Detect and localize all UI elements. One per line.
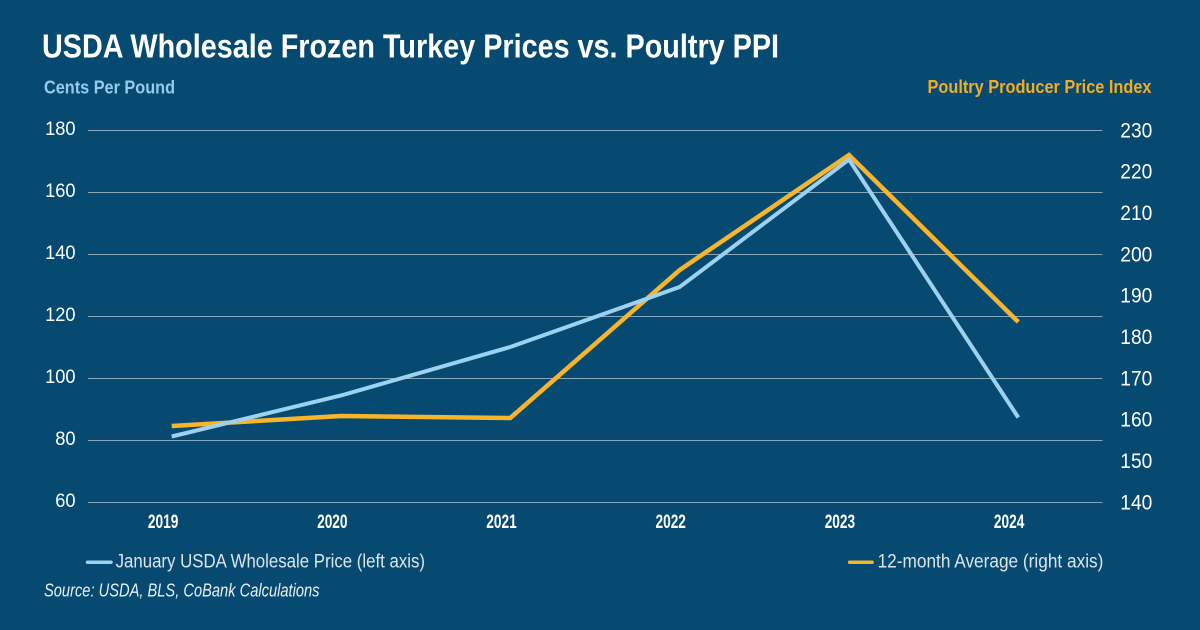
- svg-text:12-month Average (right axis): 12-month Average (right axis): [878, 551, 1104, 573]
- svg-text:USDA Wholesale Frozen Turkey P: USDA Wholesale Frozen Turkey Prices vs. …: [42, 28, 779, 66]
- svg-text:140: 140: [1120, 491, 1152, 514]
- svg-text:2020: 2020: [317, 511, 347, 533]
- svg-text:220: 220: [1120, 161, 1152, 184]
- svg-text:210: 210: [1120, 202, 1152, 225]
- svg-text:170: 170: [1120, 367, 1152, 390]
- svg-text:January USDA Wholesale Price (: January USDA Wholesale Price (left axis): [116, 551, 425, 573]
- svg-text:180: 180: [1120, 326, 1152, 349]
- svg-text:160: 160: [1120, 409, 1152, 432]
- svg-text:160: 160: [45, 180, 75, 202]
- svg-text:2022: 2022: [656, 511, 686, 533]
- svg-text:230: 230: [1120, 119, 1152, 142]
- svg-text:100: 100: [45, 366, 75, 388]
- svg-text:Source: USDA, BLS, CoBank Calc: Source: USDA, BLS, CoBank Calculations: [44, 581, 320, 601]
- svg-text:Poultry Producer Price Index: Poultry Producer Price Index: [928, 77, 1152, 97]
- svg-text:120: 120: [45, 304, 75, 326]
- svg-text:2024: 2024: [994, 511, 1024, 533]
- svg-text:150: 150: [1120, 450, 1152, 473]
- svg-text:2023: 2023: [825, 511, 855, 533]
- svg-text:60: 60: [55, 490, 75, 512]
- svg-text:180: 180: [45, 118, 75, 140]
- svg-text:80: 80: [55, 428, 75, 450]
- svg-text:2021: 2021: [486, 511, 516, 533]
- svg-text:Cents Per Pound: Cents Per Pound: [44, 78, 175, 98]
- svg-text:140: 140: [45, 242, 75, 264]
- svg-text:190: 190: [1120, 285, 1152, 308]
- svg-text:2019: 2019: [148, 511, 178, 533]
- svg-text:200: 200: [1120, 243, 1152, 266]
